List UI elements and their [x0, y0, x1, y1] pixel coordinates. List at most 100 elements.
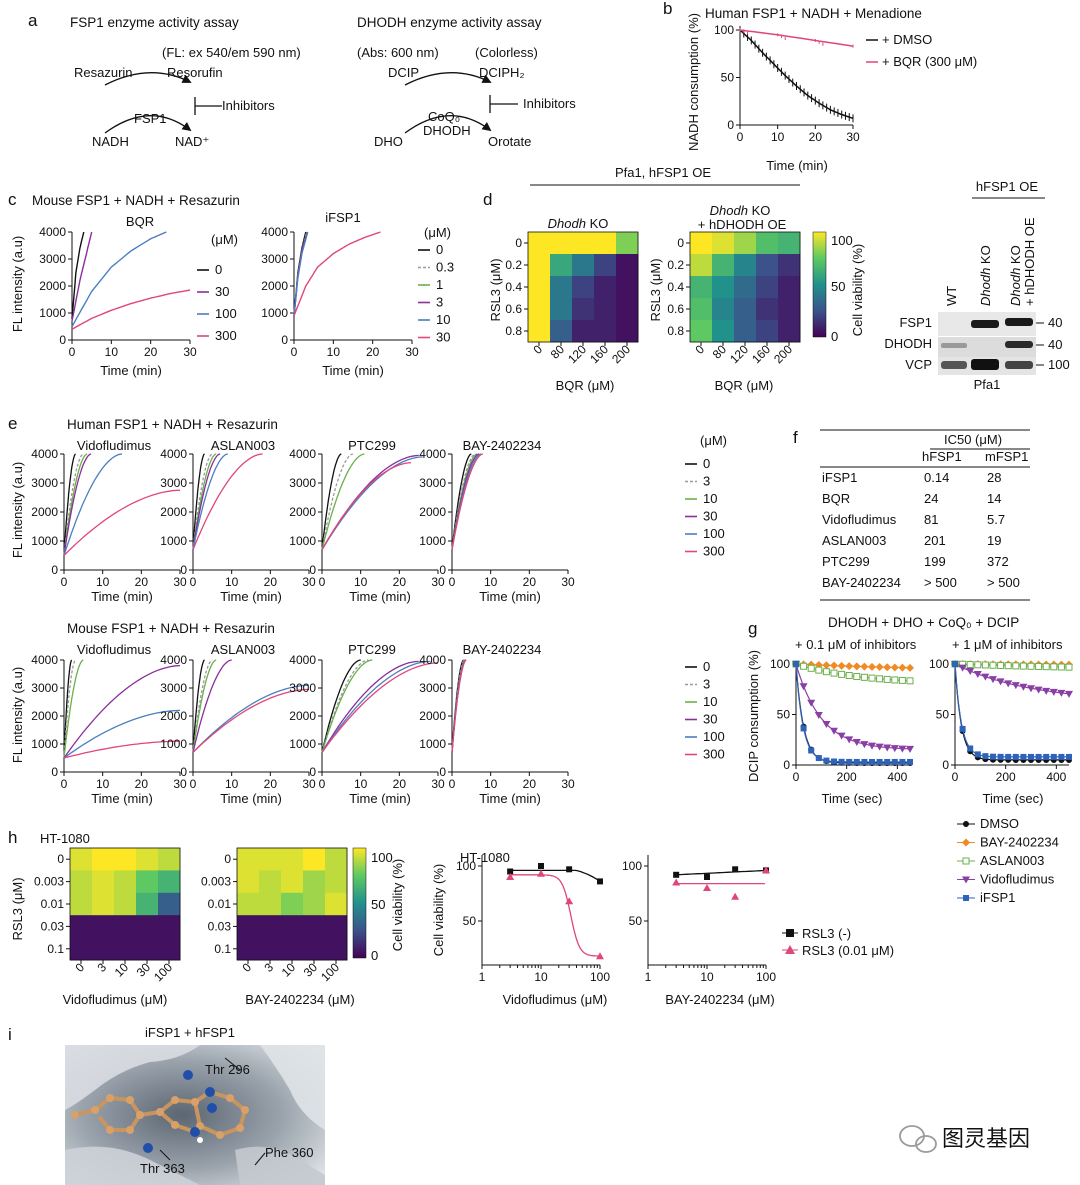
- table-cell-hfsp1: 81: [924, 512, 938, 527]
- surface-ridge: [235, 1146, 325, 1185]
- series-line: [63, 453, 76, 556]
- y-tick-label: 0: [51, 765, 58, 779]
- data-point: [731, 892, 740, 900]
- heatmap-cell: [303, 892, 326, 916]
- dho-label: DHO: [374, 134, 403, 149]
- data-point: [1050, 753, 1057, 760]
- data-point: [997, 661, 1005, 669]
- data-point: [845, 671, 853, 679]
- heatmap-cell: [70, 915, 93, 939]
- legend-label: 0: [436, 242, 443, 257]
- heatmap-cell: [303, 937, 326, 961]
- x-tick-label: 0: [319, 777, 326, 791]
- series-line: [955, 663, 1069, 668]
- y-tick-label: 4000: [419, 447, 446, 461]
- table-cell-mfsp1: 14: [987, 491, 1001, 506]
- subplot-title: + 0.1 μM of inhibitors: [795, 637, 917, 652]
- x-axis-label: Time (min): [766, 158, 828, 173]
- gene-name: Dhodh: [978, 268, 993, 306]
- heatmap-cell: [528, 232, 551, 255]
- reaction-arrow: [104, 72, 192, 86]
- data-point: [891, 676, 899, 684]
- data-point: [1027, 662, 1035, 670]
- data-point: [967, 745, 974, 752]
- heatmap-cell: [325, 892, 348, 916]
- y-tick-label: 1000: [31, 534, 58, 548]
- heatmap-cell: [616, 276, 639, 299]
- data-point: [981, 673, 990, 681]
- x-tick-label: 30: [301, 960, 321, 980]
- x-tick-label: 30: [846, 130, 860, 144]
- y-tick-label: 3000: [160, 476, 187, 490]
- y-tick-label: 0.4: [667, 280, 684, 294]
- x-tick-label: 100: [151, 960, 175, 984]
- legend-label: 3: [703, 677, 710, 692]
- y-tick-label: 100: [622, 859, 642, 873]
- y-tick-label: 2000: [39, 279, 66, 293]
- data-point: [899, 758, 906, 765]
- heatmap-cell: [158, 892, 181, 916]
- series-line: [795, 663, 911, 682]
- data-point: [1035, 753, 1042, 760]
- x-tick-label: 10: [354, 575, 368, 589]
- x-tick-label: 100: [590, 970, 610, 984]
- panel-letter: i: [8, 1025, 12, 1044]
- data-point: [963, 895, 969, 901]
- series-line: [63, 453, 92, 556]
- x-axis-label: Time (sec): [822, 791, 883, 806]
- panel-c: c Mouse FSP1 + NADH + Resazurin BQR iFSP…: [8, 190, 451, 378]
- x-axis-label: Time (min): [91, 589, 153, 604]
- y-tick-label: 0: [942, 758, 949, 772]
- data-point: [869, 758, 875, 765]
- data-point: [1035, 662, 1043, 670]
- data-point: [997, 753, 1004, 760]
- panel-letter: g: [748, 619, 757, 638]
- data-point: [1027, 685, 1035, 693]
- lane-label: Dhodh KO: [1008, 245, 1023, 306]
- series-line: [192, 453, 205, 550]
- y-tick-label: 4000: [289, 447, 316, 461]
- colorbar-tick: 0: [831, 329, 838, 344]
- y-axis-label: DCIP consumption (%): [746, 650, 761, 782]
- data-point: [906, 745, 914, 753]
- heatmap-cell: [756, 298, 779, 321]
- drug-title: ASLAN003: [211, 438, 275, 453]
- inhibitors-label: Inhibitors: [523, 96, 576, 111]
- y-tick-label: 2000: [419, 505, 446, 519]
- heatmap-cell: [712, 320, 735, 343]
- y-tick-label: 100: [456, 859, 476, 873]
- legend-label: BAY-2402234: [980, 835, 1059, 850]
- series-line: [71, 231, 85, 319]
- watermark-text: 图灵基因: [942, 1127, 1030, 1152]
- data-point: [815, 666, 823, 674]
- watermark: 图灵基因: [899, 1125, 1030, 1153]
- y-tick-label: 0: [677, 236, 684, 250]
- heatmap-cell: [158, 915, 181, 939]
- y-tick-label: 1000: [160, 737, 187, 751]
- series-line: [795, 663, 910, 763]
- heatmap-cell: [572, 320, 595, 343]
- gene-name: Dhodh: [548, 216, 586, 231]
- heatmap-cell: [237, 937, 260, 961]
- reaction-arrow: [104, 115, 192, 134]
- drug-title: BAY-2402234: [463, 642, 542, 657]
- y-tick-label: 1000: [419, 534, 446, 548]
- data-point: [830, 727, 838, 735]
- x-tick-label: 10: [105, 345, 119, 359]
- mw-marker: 40: [1048, 315, 1062, 330]
- x-axis-label: Time (min): [349, 791, 411, 806]
- western-blot: hFSP1 OE WT Dhodh KO Dhodh KO + hDHODH O…: [884, 179, 1069, 392]
- y-tick-label: 0: [57, 852, 64, 866]
- cell-line-label: HT-1080: [40, 831, 90, 846]
- colorbar: [812, 231, 827, 338]
- x-tick-label: 10: [327, 345, 341, 359]
- cell-line-label: HT-1080: [460, 850, 510, 865]
- subplot-title: + 1 μM of inhibitors: [952, 637, 1063, 652]
- x-axis-label: Time (min): [349, 589, 411, 604]
- x-tick-label: 100: [756, 970, 776, 984]
- x-tick-label: 30: [183, 345, 197, 359]
- heatmap-cell: [281, 892, 304, 916]
- series-line: [63, 659, 76, 759]
- heatmap-header: Pfa1, hFSP1 OE: [615, 165, 711, 180]
- heatmap-cell: [528, 298, 551, 321]
